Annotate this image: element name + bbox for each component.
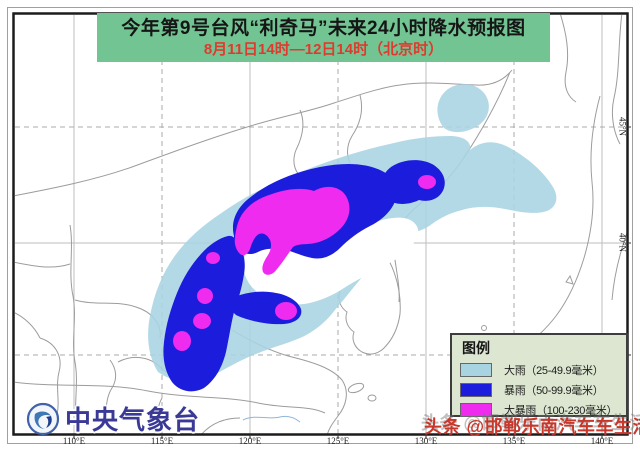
agency-name: 中央气象台 <box>65 405 201 435</box>
lon-label-110e: 110°E <box>62 436 86 446</box>
lon-label-135e: 135°E <box>502 436 526 446</box>
lat-label-45n: 45°N <box>617 116 628 137</box>
legend-item-label: 大暴雨（100-230毫米） <box>504 405 618 417</box>
outer-border <box>7 7 633 444</box>
legend-item-rainstorm: 暴雨（50-99.9毫米） <box>460 382 620 398</box>
lon-label-120e: 120°E <box>238 436 262 446</box>
legend-title: 图例 <box>462 340 490 356</box>
cma-logo-icon <box>26 402 60 435</box>
legend-item-label: 暴雨（50-99.9毫米） <box>504 385 604 397</box>
rain-area-severe-rainstorm <box>173 175 436 351</box>
rainstorm-swatch <box>460 383 492 397</box>
lon-label-125e: 125°E <box>326 436 350 446</box>
agency-logo: 中央气象台 <box>26 400 200 437</box>
axis-ticks <box>73 126 631 439</box>
severe-rainstorm-swatch <box>460 403 492 417</box>
legend-item-heavy-rain: 大雨（25-49.9毫米） <box>460 362 620 378</box>
legend-item-severe-rainstorm: 大暴雨（100-230毫米） <box>460 402 620 418</box>
lon-label-140e: 140°E <box>590 436 614 446</box>
map-subtitle: 8月11日14时—12日14时（北京时） <box>203 40 444 58</box>
legend-item-label: 大雨（25-49.9毫米） <box>504 365 604 377</box>
river-lines <box>242 415 301 423</box>
map-title: 今年第9号台风“利奇马”未来24小时降水预报图 <box>121 17 526 39</box>
title-banner: 今年第9号台风“利奇马”未来24小时降水预报图 8月11日14时—12日14时（… <box>97 13 550 62</box>
lat-label-40n: 40°N <box>617 232 628 253</box>
lon-label-130e: 130°E <box>414 436 438 446</box>
heavy-rain-swatch <box>460 363 492 377</box>
legend-box: 图例 大雨（25-49.9毫米） 暴雨（50-99.9毫米） 大暴雨（100-2… <box>450 333 628 417</box>
watermark-text: 头条 @邯郸乐南汽车车生活 <box>424 417 640 437</box>
lon-label-115e: 115°E <box>150 436 174 446</box>
